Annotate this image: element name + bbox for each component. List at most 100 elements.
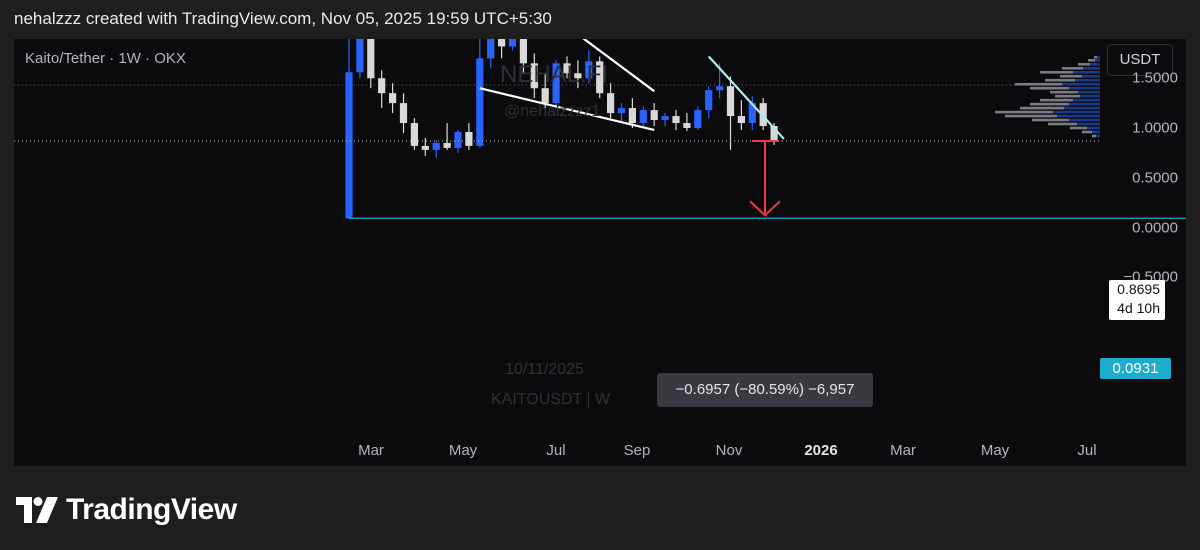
volume-profile-bar: [1075, 78, 1100, 82]
candle-body: [607, 93, 615, 114]
volume-profile-bar: [1069, 102, 1100, 106]
candle-body: [508, 39, 517, 47]
watermark-date: 10/11/2025: [505, 361, 584, 378]
candle-body: [585, 61, 593, 79]
volume-profile-bar: [1040, 70, 1073, 74]
tradingview-logo[interactable]: TradingView: [16, 490, 237, 530]
candle-body: [519, 39, 527, 64]
candle-body: [716, 86, 724, 91]
time-tick-label: Mar: [358, 442, 384, 459]
volume-profile-bar: [1057, 114, 1100, 118]
volume-profile-bar: [1094, 56, 1097, 59]
currency-button[interactable]: USDT: [1107, 44, 1173, 76]
candle-body: [530, 63, 538, 89]
price-tick-label: 0.0000: [1132, 219, 1178, 236]
volume-profile-bar: [1050, 90, 1078, 94]
price-tick-label: 1.5000: [1132, 69, 1178, 87]
volume-profile-bar: [1077, 122, 1100, 126]
candle-body: [378, 78, 386, 94]
volume-profile-bar: [1045, 78, 1075, 82]
volume-profile-bar: [995, 110, 1053, 114]
candle-body: [476, 58, 484, 146]
measure-arrow-head: [749, 200, 781, 217]
time-tick-label: Jul: [1077, 442, 1097, 459]
candle-body: [541, 88, 549, 104]
volume-profile-bar: [1030, 86, 1069, 90]
volume-profile-bar: [1073, 70, 1100, 74]
volume-profile-bar: [1090, 63, 1100, 66]
wedge-upper-trendline: [582, 39, 655, 93]
candle-body: [694, 110, 702, 128]
volume-profile-bar: [1032, 118, 1069, 122]
candle-body: [737, 116, 745, 124]
volume-profile-bar: [1030, 102, 1069, 106]
candle-body: [617, 108, 626, 114]
volume-profile-bar: [1062, 82, 1100, 86]
last-price-badge: 0.8695 4d 10h: [1109, 280, 1165, 320]
candle-body: [748, 103, 756, 124]
watermark-name: NEHAL.FI: [500, 61, 609, 88]
candle-body: [367, 39, 375, 79]
volume-profile-bar: [1062, 67, 1083, 70]
candle-body: [628, 108, 636, 124]
volume-profile-bar: [1055, 94, 1080, 98]
wedge-lower-trendline: [479, 87, 655, 132]
volume-profile-bar: [1060, 74, 1082, 78]
candle-body: [345, 72, 353, 219]
price-tick-label: 1.0000: [1132, 119, 1178, 137]
candle-body: [356, 39, 364, 73]
candle-body: [563, 63, 571, 74]
candle-body: [454, 131, 462, 148]
chart-credit-header: nehalzzz created with TradingView.com, N…: [14, 9, 552, 28]
candle-body: [574, 73, 582, 79]
candle-body: [683, 123, 691, 128]
tradingview-wordmark: TradingView: [66, 493, 237, 526]
volume-profile-bar: [1096, 134, 1100, 138]
candle-body: [770, 126, 778, 141]
candle-body: [421, 145, 429, 150]
volume-profile-bar: [1005, 114, 1057, 118]
measure-result-label: −0.6957 (−80.59%) −6,957: [657, 373, 873, 407]
time-tick-label: 2026: [804, 442, 838, 459]
volume-profile-bar: [1078, 90, 1100, 94]
volume-profile-bar: [1082, 130, 1092, 134]
volume-profile-bar: [1078, 63, 1090, 66]
volume-profile-bar: [1087, 126, 1100, 130]
candle-body: [759, 103, 767, 127]
symbol-title[interactable]: Kaito/Tether · 1W · OKX: [25, 50, 186, 67]
candle-body: [639, 110, 647, 124]
bar-countdown: 4d 10h: [1117, 300, 1160, 316]
candle-body: [672, 116, 680, 124]
tradingview-logo-icon: [16, 497, 58, 523]
candle-body: [432, 142, 440, 150]
volume-profile-bar: [1048, 122, 1077, 126]
descending-trendline: [707, 55, 785, 140]
volume-profile-bar: [1070, 126, 1087, 130]
candle-body: [443, 142, 451, 148]
volume-profile-bar: [1020, 106, 1064, 110]
candlestick-chart[interactable]: [14, 39, 1186, 466]
candle-body: [389, 93, 397, 104]
watermark-symbol: KAITOUSDT | W: [491, 391, 611, 408]
chart-panel[interactable]: NEHAL.FI @nehalzzzz1 10/11/2025 KAITOUSD…: [14, 39, 1186, 466]
candle-body: [650, 110, 658, 121]
candle-body: [399, 103, 408, 124]
target-price-badge: 0.0931: [1100, 358, 1171, 379]
candle-body: [498, 39, 506, 47]
price-tick-label: 0.5000: [1132, 169, 1178, 187]
volume-profile-bar: [1097, 56, 1100, 59]
last-price-value: 0.8695: [1117, 281, 1160, 297]
volume-profile-bar: [1092, 134, 1096, 138]
candle-body: [552, 63, 560, 104]
candle-body: [487, 39, 495, 59]
volume-profile-bar: [1080, 94, 1100, 98]
volume-profile-bar: [1088, 59, 1095, 62]
volume-profile-bar: [1064, 106, 1100, 110]
candle-body: [661, 116, 669, 121]
volume-profile-bar: [1053, 110, 1100, 114]
candle-body: [596, 61, 604, 94]
watermark-handle: @nehalzzzz1: [504, 103, 601, 120]
candle-body: [705, 90, 713, 111]
volume-profile-bar: [1073, 98, 1100, 102]
time-tick-label: Sep: [623, 442, 651, 459]
